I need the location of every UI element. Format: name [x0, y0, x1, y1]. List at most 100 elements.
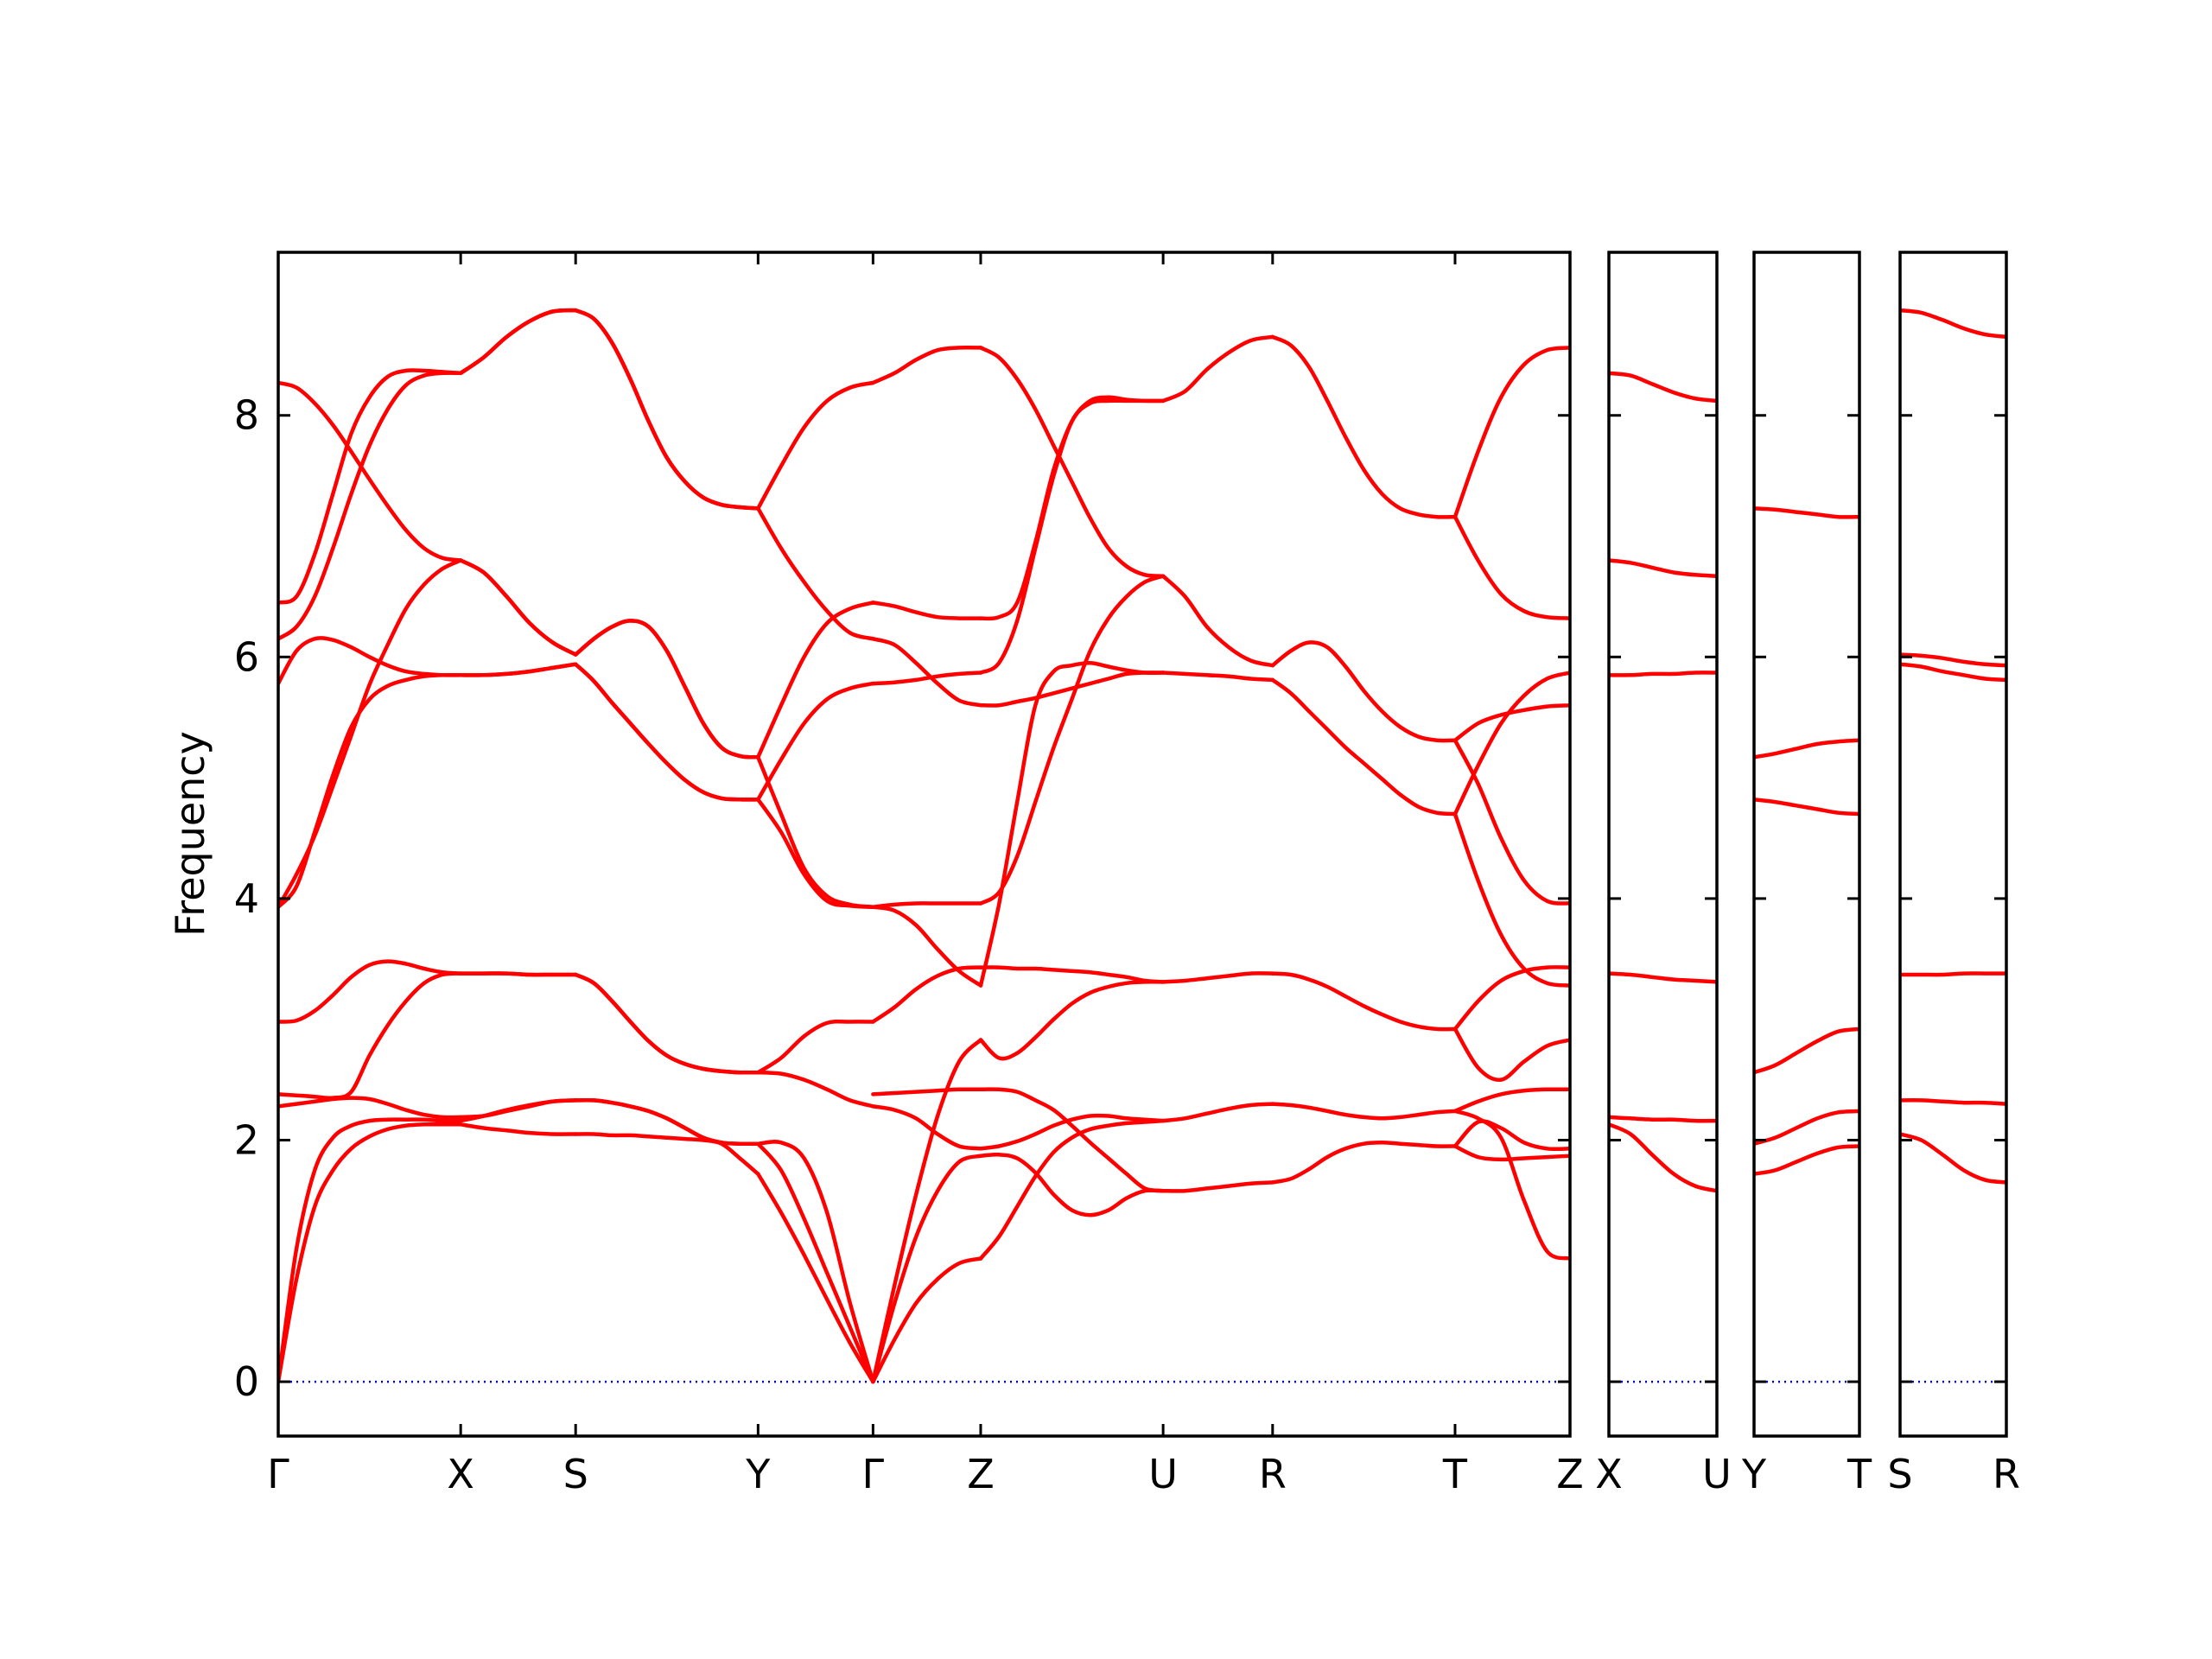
band-S-R-5 [1900, 652, 2006, 668]
band-Γ-X-5 [278, 959, 463, 1024]
band-S-Y-11 [573, 619, 760, 760]
x-tick-label: R [1259, 1451, 1287, 1497]
band-Y-Γ-5 [756, 1070, 875, 1109]
band-S-Y-9 [573, 308, 760, 511]
band-Z-U-12 [978, 346, 1166, 578]
band-Z-U-1 [978, 1118, 1166, 1261]
band-Γ-X-1 [278, 1122, 463, 1384]
band-Y-Γ-11 [756, 506, 875, 641]
band-T-Z-11 [1452, 346, 1570, 519]
band-X-U-5 [1609, 558, 1717, 578]
band-Γ-X-6 [278, 672, 463, 909]
x-tick-label: T [1847, 1451, 1872, 1497]
band-S-Y-1 [573, 1132, 760, 1176]
panel-frame [1607, 251, 1719, 1438]
band-Γ-Z-2 [871, 1154, 983, 1384]
band-Y-T-6 [1754, 506, 1859, 519]
x-tick-label: Y [745, 1451, 771, 1497]
band-Y-Γ-7 [756, 755, 875, 909]
band-Z-U-6 [978, 965, 1166, 984]
band-X-U-1 [1609, 1122, 1717, 1193]
band-T-Z-1 [1452, 1087, 1570, 1114]
band-Y-Γ-3 [756, 1141, 875, 1384]
band-S-R-2 [1900, 1098, 2006, 1106]
x-tick-label: S [1887, 1451, 1912, 1497]
band-T-Z-10 [1452, 738, 1570, 906]
panel-frame [1752, 251, 1861, 1438]
band-U-R-3 [1160, 971, 1275, 984]
band-Γ-Z-1 [871, 1256, 983, 1384]
band-Γ-X-4 [278, 971, 463, 1101]
band-Y-Γ-2 [756, 1140, 875, 1384]
band-T-Z-7 [1452, 811, 1570, 988]
band-T-Z-9 [1452, 702, 1570, 743]
band-S-Y-5 [573, 972, 760, 1075]
panel-frame [276, 251, 1572, 1438]
band-X-S-1 [458, 1122, 578, 1136]
band-X-S-3 [458, 1098, 578, 1120]
y-tick-label: 4 [234, 875, 259, 922]
band-X-S-5 [458, 971, 578, 977]
band-Y-Γ-10 [756, 601, 875, 760]
band-T-Z-4 [1452, 1119, 1570, 1152]
band-Γ-X-2 [278, 1117, 463, 1384]
band-Γ-Z-3 [871, 1038, 983, 1384]
band-S-R-1 [1900, 1132, 2006, 1185]
x-tick-label: Z [1556, 1451, 1584, 1497]
band-Γ-Z-5 [871, 1087, 983, 1096]
band-Z-U-11 [978, 395, 1166, 621]
x-tick-label: X [447, 1451, 474, 1497]
x-tick-label: U [1702, 1451, 1732, 1497]
y-tick-label: 0 [234, 1358, 259, 1405]
band-R-T-4 [1270, 677, 1458, 817]
band-Γ-Z-6 [871, 965, 983, 1024]
band-Γ-Z-9 [871, 671, 983, 686]
band-Y-Γ-1 [756, 1172, 875, 1384]
x-tick-label: R [1993, 1451, 2020, 1497]
band-U-R-2 [1160, 1180, 1275, 1193]
band-X-U-6 [1609, 371, 1717, 404]
y-tick-label: 8 [234, 392, 259, 439]
band-T-Z-2 [1452, 1109, 1570, 1261]
band-S-R-6 [1900, 308, 2006, 340]
x-tick-label: Z [967, 1451, 995, 1497]
x-tick-label: Y [1741, 1451, 1767, 1497]
band-R-T-3 [1270, 971, 1458, 1032]
y-tick-label: 6 [234, 633, 259, 680]
x-tick-label: Γ [267, 1451, 289, 1497]
band-Γ-X-10 [278, 368, 463, 605]
band-Γ-Z-4 [871, 1104, 983, 1151]
panel-1: Γ X S Y Γ Z U R T Z 0 2 4 6 8 [234, 251, 1584, 1497]
band-X-S-11 [458, 558, 578, 657]
band-S-R-3 [1900, 971, 2006, 977]
band-Y-T-5 [1754, 738, 1859, 760]
band-Y-T-1 [1754, 1144, 1859, 1176]
y-tick-label: 2 [234, 1117, 259, 1164]
band-Γ-Z-10 [871, 637, 983, 708]
band-Z-U-2 [978, 1152, 1166, 1217]
band-T-Z-3 [1452, 1144, 1570, 1162]
band-X-U-4 [1609, 671, 1717, 677]
band-U-R-5 [1160, 574, 1275, 668]
band-T-Z-12 [1452, 514, 1570, 620]
x-tick-label: U [1148, 1451, 1178, 1497]
band-T-Z-6 [1452, 1027, 1570, 1082]
band-X-S-8 [458, 662, 578, 677]
band-Γ-X-9 [278, 371, 463, 641]
band-Γ-X-3 [278, 1096, 463, 1120]
band-U-R-1 [1160, 1102, 1275, 1123]
band-Y-Γ-8 [756, 681, 875, 802]
band-Γ-X-8 [278, 636, 463, 686]
band-R-T-6 [1270, 334, 1458, 519]
band-Y-Γ-6 [756, 798, 875, 909]
x-tick-label: S [563, 1451, 588, 1497]
band-S-Y-6 [573, 662, 760, 802]
band-U-R-6 [1160, 334, 1275, 404]
band-T-Z-8 [1452, 671, 1570, 817]
band-R-T-2 [1270, 1141, 1458, 1185]
x-tick-label: X [1595, 1451, 1623, 1497]
band-U-R-4 [1160, 671, 1275, 683]
